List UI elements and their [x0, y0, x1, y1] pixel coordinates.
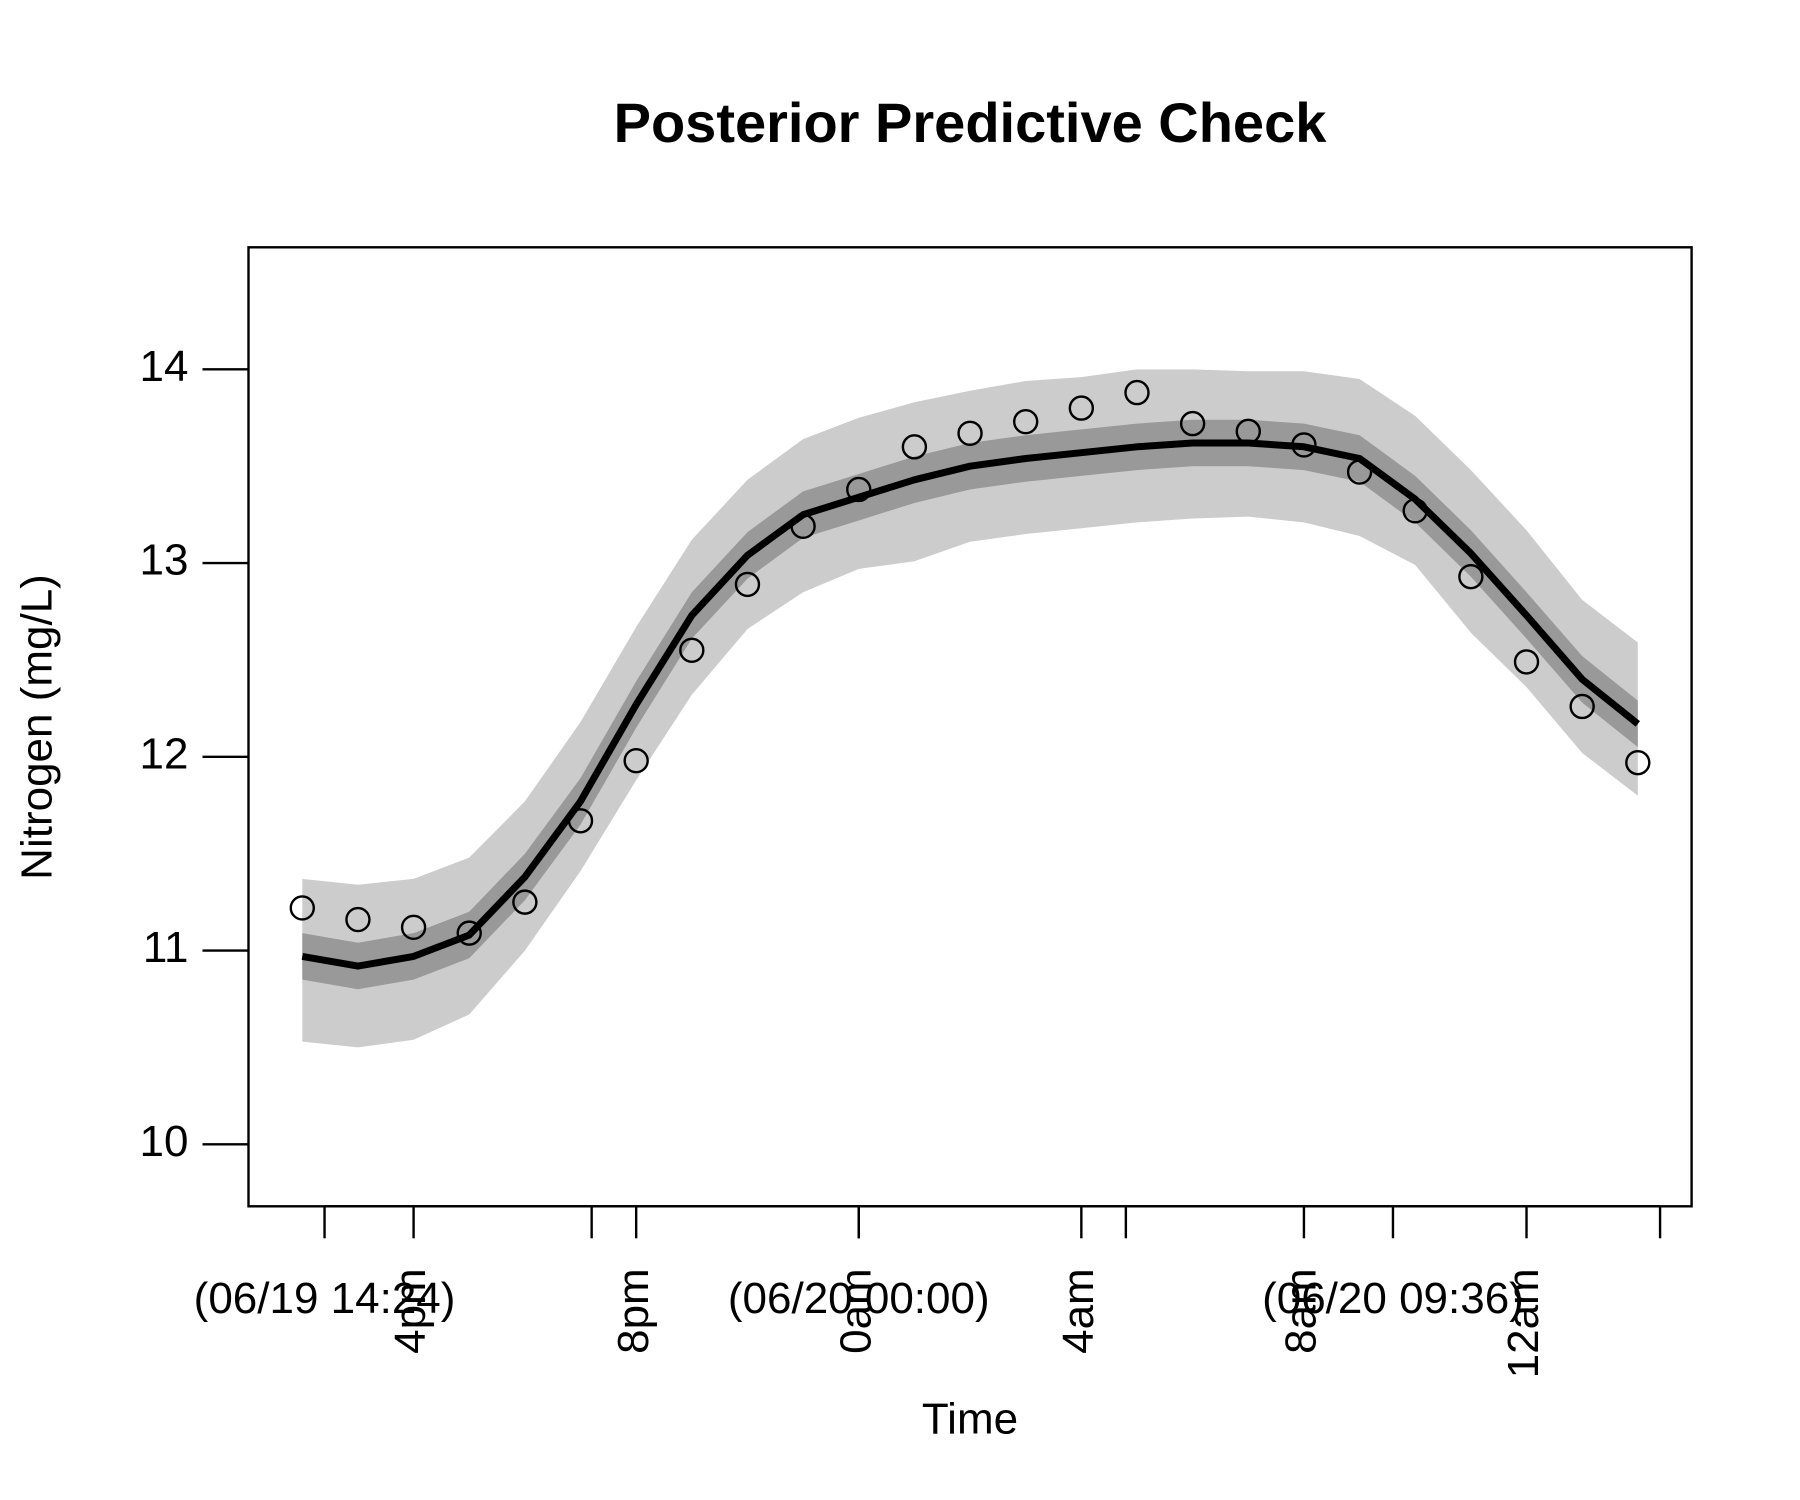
observed-point: [1569, 693, 1595, 720]
x-hour-label: 4pm: [386, 1268, 435, 1354]
observed-point: [1068, 395, 1095, 421]
observed-point: [1625, 749, 1651, 776]
x-axis-label: Time: [922, 1395, 1018, 1444]
observed-point: [1179, 410, 1206, 437]
observed-point: [957, 420, 983, 446]
observed-point: [289, 895, 315, 921]
x-hour-label: 4am: [1054, 1268, 1103, 1354]
band-95: [302, 369, 1638, 1048]
observed-point: [734, 571, 761, 598]
x-hour-label: 8am: [1277, 1268, 1326, 1354]
observed-point: [1346, 459, 1373, 485]
observed-point: [1012, 408, 1039, 435]
observed-point: [1402, 498, 1428, 524]
observed-point: [623, 748, 649, 774]
y-tick-label: 12: [140, 729, 189, 778]
observed-point: [1513, 649, 1540, 675]
y-tick-label: 13: [140, 536, 189, 585]
x-tick-label: (06/19 14:24): [194, 1274, 456, 1323]
observed-point: [901, 434, 928, 460]
observed-point: [846, 476, 872, 503]
observed-point: [790, 513, 816, 539]
x-hour-label: 0am: [831, 1268, 880, 1354]
observed-point: [1458, 563, 1484, 590]
x-hour-label: 12am: [1499, 1268, 1548, 1378]
observed-point: [1124, 379, 1150, 406]
y-tick-label: 10: [140, 1117, 189, 1166]
observed-point: [456, 920, 482, 946]
band-50: [302, 419, 1638, 990]
observed-point: [567, 808, 594, 834]
observed-point: [1291, 432, 1317, 458]
observed-point: [679, 637, 705, 663]
x-tick-label: (06/20 09:36): [1262, 1274, 1524, 1323]
y-tick-label: 14: [140, 342, 189, 391]
x-hour-label: 8pm: [609, 1268, 658, 1354]
observed-point: [512, 889, 538, 915]
y-tick-label: 11: [143, 923, 189, 972]
x-tick-label: (06/20 00:00): [728, 1274, 990, 1323]
chart-title: Posterior Predictive Check: [614, 91, 1328, 154]
observed-point: [400, 914, 427, 941]
observed-point: [345, 906, 371, 933]
y-axis-label: Nitrogen (mg/L): [13, 574, 62, 880]
observed-point: [1235, 418, 1261, 445]
